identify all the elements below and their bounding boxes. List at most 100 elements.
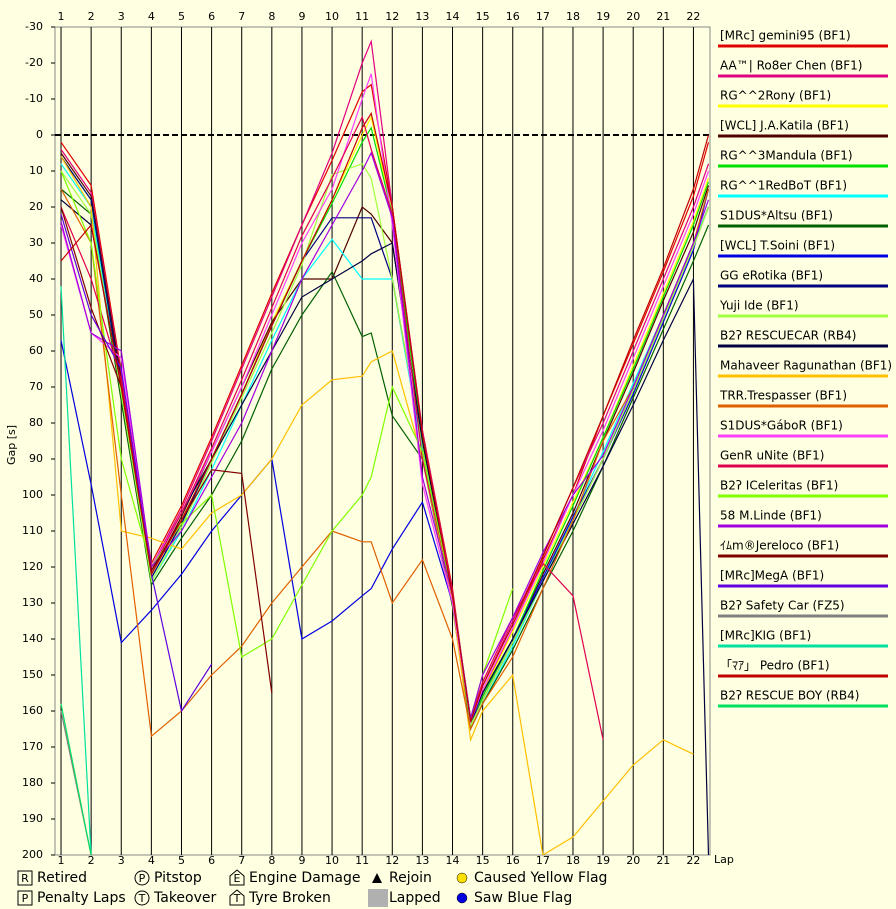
symbol-label: Lapped: [389, 890, 441, 906]
x-tick-label: 19: [596, 854, 610, 867]
x-tick-label: 14: [446, 10, 460, 23]
icon: [17, 870, 33, 886]
x-tick-label: 9: [298, 10, 305, 23]
symbol-label: Pitstop: [154, 870, 202, 886]
x-tick-label: 11: [355, 854, 369, 867]
legend-label: [MRc]KIG (BF1): [720, 629, 811, 643]
y-tick-label: 110: [22, 524, 43, 537]
x-tick-label: 21: [656, 854, 670, 867]
symbol-label: Takeover: [153, 890, 216, 906]
y-tick-label: -10: [25, 92, 43, 105]
icon-letter: P: [139, 872, 146, 885]
y-tick-label: 40: [29, 272, 43, 285]
y-axis-label: Gap [s]: [5, 425, 18, 465]
y-tick-label: 140: [22, 632, 43, 645]
legend-label: Mahaveer Ragunathan (BF1): [720, 359, 892, 373]
x-tick-label: 2: [88, 10, 95, 23]
x-tick-label: 14: [446, 854, 460, 867]
x-tick-label: 22: [686, 854, 700, 867]
x-tick-label: 10: [325, 854, 339, 867]
series-line: [60, 214, 213, 713]
icon-letter: R: [21, 872, 29, 885]
y-tick-label: 70: [29, 380, 43, 393]
series-line: [60, 151, 710, 719]
symbol-label: Tyre Broken: [248, 890, 331, 906]
legend-label: 58 M.Linde (BF1): [720, 509, 822, 523]
legend-label: 「ﾏｱ」 Pedro (BF1): [720, 659, 830, 673]
x-tick-label: 18: [566, 10, 580, 23]
legend-label: GG eRotika (BF1): [720, 269, 823, 283]
y-tick-label: 130: [22, 596, 43, 609]
icon: [456, 892, 468, 904]
y-tick-label: 190: [22, 812, 43, 825]
y-tick-label: 150: [22, 668, 43, 681]
y-tick-label: 50: [29, 308, 43, 321]
icon-letter: E: [234, 872, 241, 885]
y-tick-label: 200: [22, 848, 43, 861]
icon: [368, 889, 388, 907]
symbol-label: Rejoin: [389, 870, 432, 886]
series-line: [60, 156, 694, 855]
x-tick-label: 7: [238, 10, 245, 23]
y-tick-label: 60: [29, 344, 43, 357]
x-tick-label: 12: [385, 10, 399, 23]
x-tick-label: 1: [58, 10, 65, 23]
x-tick-label: 4: [148, 10, 155, 23]
series-line: [60, 703, 92, 855]
symbol-label: Retired: [37, 870, 87, 886]
x-tick-label: 6: [208, 10, 215, 23]
x-tick-label: 10: [325, 10, 339, 23]
legend-label: GenR uNite (BF1): [720, 449, 824, 463]
legend-label: [WCL] T.Soini (BF1): [720, 239, 835, 253]
x-tick-label: 15: [476, 10, 490, 23]
x-tick-label: 15: [476, 854, 490, 867]
legend-label: ｲﾑm®Jereloco (BF1): [720, 539, 839, 553]
legend-label: RG^^1RedBoT (BF1): [720, 179, 847, 193]
legend-label: AA™| Ro8er Chen (BF1): [720, 59, 862, 73]
legend-label: S1DUS*Altsu (BF1): [720, 209, 833, 223]
symbol-label: Engine Damage: [249, 870, 361, 886]
icon-letter: T: [233, 892, 241, 905]
x-tick-label: 16: [506, 854, 520, 867]
series-line: [60, 286, 92, 855]
x-tick-label: 4: [148, 854, 155, 867]
legend-label: [MRc]MegA (BF1): [720, 569, 824, 583]
x-tick-label: 9: [298, 854, 305, 867]
symbol-label: Caused Yellow Flag: [474, 870, 607, 886]
legend-label: S1DUS*GáboR (BF1): [720, 419, 843, 433]
x-tick-label: 17: [536, 10, 550, 23]
series-line: [60, 111, 710, 722]
x-tick-label: 13: [415, 10, 429, 23]
series-group: [60, 39, 710, 855]
icon: [134, 890, 150, 906]
y-tick-label: 180: [22, 776, 43, 789]
icon-letter: P: [22, 892, 29, 905]
y-tick-label: 160: [22, 704, 43, 717]
x-tick-label: 1: [58, 854, 65, 867]
x-tick-label: 17: [536, 854, 550, 867]
symbol-legend: R Retired P Pitstop E Engine Damage Rejoin Caus…: [17, 869, 607, 907]
x-tick-label: 11: [355, 10, 369, 23]
y-tick-label: 0: [36, 128, 43, 141]
y-tick-label: 20: [29, 200, 43, 213]
x-axis-label: Lap: [714, 853, 734, 866]
x-tick-label: 5: [178, 854, 185, 867]
legend-label: B2ʔ ICeleritas (BF1): [720, 479, 838, 493]
series-line: [60, 115, 604, 740]
icon: [372, 873, 382, 883]
plot: 1122334455667788991010111112121313141415…: [22, 10, 710, 867]
legend-label: B2ʔ RESCUE BOY (RB4): [720, 689, 859, 703]
x-tick-label: 19: [596, 10, 610, 23]
symbol-label: Saw Blue Flag: [474, 890, 572, 906]
y-tick-label: 170: [22, 740, 43, 753]
x-tick-label: 22: [686, 10, 700, 23]
x-tick-label: 12: [385, 854, 399, 867]
icon: [229, 869, 245, 886]
legend-label: [WCL] J.A.Katila (BF1): [720, 119, 849, 133]
legend-label: B2ʔ Safety Car (FZ5): [720, 599, 845, 613]
legend: [MRc] gemini95 (BF1) AA™| Ro8er Chen (BF1…: [718, 29, 892, 708]
series-line: [60, 163, 710, 728]
x-tick-label: 7: [238, 854, 245, 867]
y-tick-label: -30: [25, 20, 43, 33]
x-tick-label: 20: [626, 854, 640, 867]
